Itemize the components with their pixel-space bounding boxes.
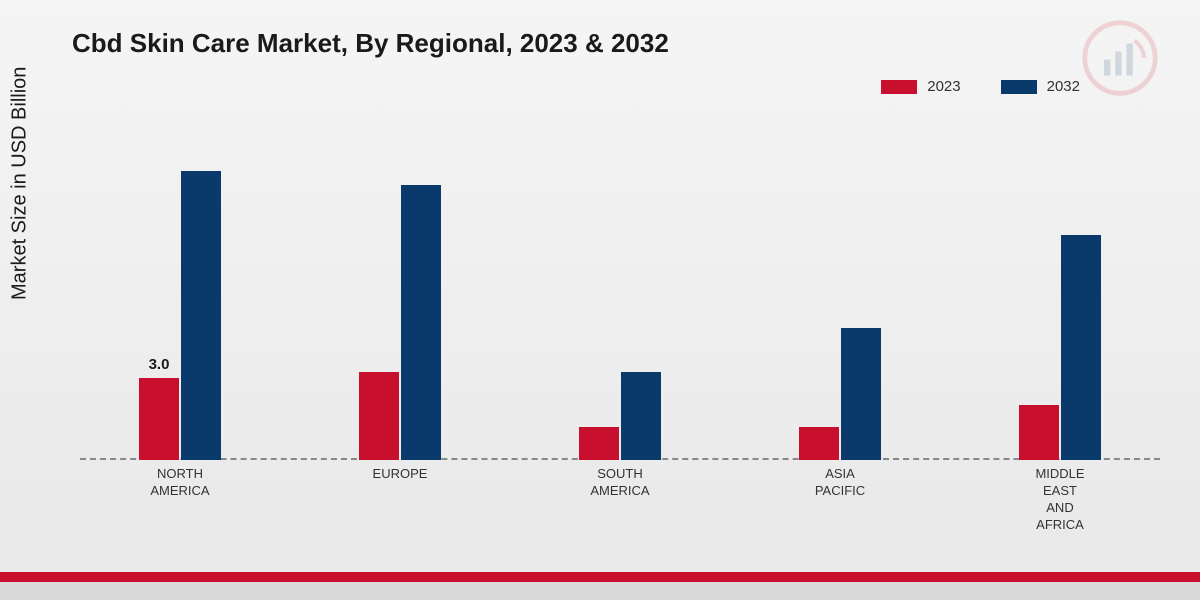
legend-item-2023: 2023: [881, 78, 960, 95]
bar: [579, 427, 619, 460]
bar: [799, 427, 839, 460]
bar: [841, 328, 881, 460]
y-axis-label: Market Size in USD Billion: [9, 67, 32, 300]
bar: [359, 372, 399, 460]
bar: [181, 171, 221, 460]
bar-group: [1000, 235, 1120, 461]
x-axis-tick-label: EUROPE: [340, 466, 460, 483]
footer-accent-bar: [0, 572, 1200, 582]
plot-area: 3.0: [80, 130, 1160, 460]
x-axis-tick-label: NORTH AMERICA: [120, 466, 240, 500]
x-axis-labels: NORTH AMERICA EUROPE SOUTH AMERICA ASIA PAC…: [80, 466, 1160, 546]
legend-item-2032: 2032: [1001, 78, 1080, 95]
brand-logo-icon: [1080, 18, 1160, 98]
bar-group: [780, 328, 900, 460]
bar: [401, 185, 441, 460]
footer-base-bar: [0, 582, 1200, 600]
bar-group: [340, 185, 460, 460]
bar: [1061, 235, 1101, 461]
legend: 2023 2032: [881, 78, 1080, 95]
legend-label-2023: 2023: [927, 78, 960, 95]
x-axis-tick-label: MIDDLE EAST AND AFRICA: [1000, 466, 1120, 534]
legend-swatch-2023: [881, 80, 917, 94]
x-axis-tick-label: SOUTH AMERICA: [560, 466, 680, 500]
chart-title: Cbd Skin Care Market, By Regional, 2023 …: [72, 28, 669, 59]
bar-group: 3.0: [120, 171, 240, 460]
x-axis-tick-label: ASIA PACIFIC: [780, 466, 900, 500]
legend-swatch-2032: [1001, 80, 1037, 94]
bar-group: [560, 372, 680, 460]
bar: 3.0: [139, 378, 179, 461]
bar: [1019, 405, 1059, 460]
legend-label-2032: 2032: [1047, 78, 1080, 95]
bar: [621, 372, 661, 460]
bar-value-label: 3.0: [149, 356, 170, 373]
